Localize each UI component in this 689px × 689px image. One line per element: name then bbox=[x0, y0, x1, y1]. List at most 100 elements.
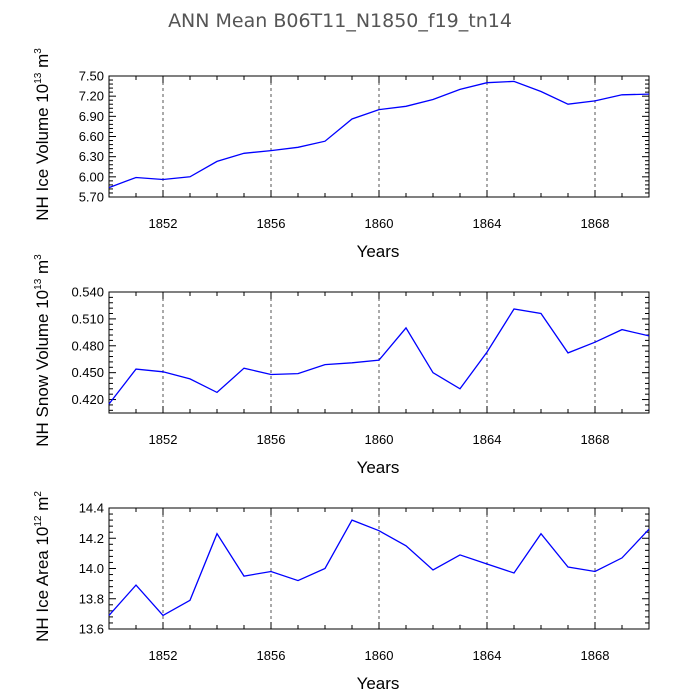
data-point bbox=[108, 614, 110, 616]
data-point bbox=[135, 584, 137, 586]
data-point bbox=[189, 176, 191, 178]
data-point bbox=[189, 599, 191, 601]
data-point bbox=[540, 312, 542, 314]
data-point bbox=[351, 519, 353, 521]
x-tick-label: 1860 bbox=[365, 432, 394, 447]
data-point bbox=[594, 341, 596, 343]
x-tick-label: 1864 bbox=[473, 216, 502, 231]
data-point bbox=[135, 368, 137, 370]
data-point bbox=[243, 152, 245, 154]
x-tick-label: 1856 bbox=[257, 216, 286, 231]
data-point bbox=[594, 100, 596, 102]
y-tick-label: 0.450 bbox=[71, 365, 104, 380]
data-point bbox=[162, 178, 164, 180]
y-axis-title-part: NH Ice Area 10 bbox=[33, 527, 52, 642]
x-tick-label: 1868 bbox=[581, 432, 610, 447]
y-tick-label: 0.480 bbox=[71, 338, 104, 353]
data-point bbox=[378, 108, 380, 110]
figure-title: ANN Mean B06T11_N1850_f19_tn14 bbox=[168, 10, 512, 32]
data-point bbox=[621, 94, 623, 96]
y-tick-label: 14.0 bbox=[79, 561, 104, 576]
data-point bbox=[189, 378, 191, 380]
y-axis-title-superscript: 13 bbox=[33, 72, 44, 84]
y-tick-label: 14.2 bbox=[79, 531, 104, 546]
data-point bbox=[540, 533, 542, 535]
data-point bbox=[432, 371, 434, 373]
data-point bbox=[297, 146, 299, 148]
data-point bbox=[351, 362, 353, 364]
y-axis-title: NH Ice Area 1012 m2 bbox=[33, 491, 52, 642]
data-point bbox=[378, 359, 380, 361]
data-point bbox=[270, 373, 272, 375]
x-tick-label: 1860 bbox=[365, 648, 394, 663]
y-tick-label: 5.70 bbox=[79, 190, 104, 205]
data-point bbox=[432, 569, 434, 571]
x-tick-label: 1856 bbox=[257, 432, 286, 447]
x-tick-label: 1860 bbox=[365, 216, 394, 231]
x-tick-label: 1864 bbox=[473, 432, 502, 447]
data-point bbox=[567, 103, 569, 105]
data-point bbox=[108, 186, 110, 188]
panel-2: 1852 1856 1860 1864 1868 0.420 0.450 0.480 0.510… bbox=[33, 254, 650, 477]
data-point bbox=[216, 533, 218, 535]
data-point bbox=[162, 614, 164, 616]
y-axis-title-superscript: 3 bbox=[33, 48, 44, 54]
series-line bbox=[108, 80, 650, 189]
x-tick-label: 1852 bbox=[149, 216, 178, 231]
y-tick-label: 6.00 bbox=[79, 169, 104, 184]
series-line bbox=[108, 308, 650, 405]
y-axis-title-superscript: 3 bbox=[33, 254, 44, 260]
x-axis-title: Years bbox=[357, 458, 400, 477]
data-point bbox=[351, 118, 353, 120]
plots: 1852 1856 1860 1864 1868 5.70 6.00 6.30 6.60 6.90… bbox=[33, 48, 650, 689]
y-axis-title-part: m bbox=[33, 497, 52, 516]
data-point bbox=[648, 528, 650, 530]
data-point bbox=[459, 88, 461, 90]
y-tick-label: 6.60 bbox=[79, 129, 104, 144]
data-point bbox=[486, 351, 488, 353]
y-axis-title-superscript: 2 bbox=[33, 491, 44, 497]
data-point bbox=[567, 566, 569, 568]
data-point bbox=[216, 160, 218, 162]
y-axis-title: NH Snow Volume 1013 m3 bbox=[33, 254, 52, 447]
x-tick-label: 1864 bbox=[473, 648, 502, 663]
y-axis-title-part: NH Ice Volume 10 bbox=[33, 84, 52, 221]
data-point bbox=[486, 563, 488, 565]
series-line bbox=[108, 519, 650, 617]
y-axis-title-superscript: 12 bbox=[33, 515, 44, 527]
data-point bbox=[405, 545, 407, 547]
data-point bbox=[108, 403, 110, 405]
y-tick-label: 7.20 bbox=[79, 89, 104, 104]
x-tick-label: 1852 bbox=[149, 648, 178, 663]
data-point bbox=[432, 98, 434, 100]
y-axis-title: NH Ice Volume 1013 m3 bbox=[33, 48, 52, 221]
data-point bbox=[243, 575, 245, 577]
data-point bbox=[648, 93, 650, 95]
panel-1: 1852 1856 1860 1864 1868 5.70 6.00 6.30 6.60 6.90… bbox=[33, 48, 650, 261]
data-point bbox=[486, 82, 488, 84]
x-axis-title: Years bbox=[357, 242, 400, 261]
y-tick-label: 6.30 bbox=[79, 149, 104, 164]
y-tick-label: 0.510 bbox=[71, 311, 104, 326]
data-point bbox=[270, 149, 272, 151]
x-tick-label: 1868 bbox=[581, 216, 610, 231]
data-point bbox=[594, 570, 596, 572]
y-tick-label: 6.90 bbox=[79, 109, 104, 124]
data-point bbox=[297, 579, 299, 581]
data-point bbox=[405, 327, 407, 329]
data-point bbox=[297, 372, 299, 374]
y-axis-title-part: NH Snow Volume 10 bbox=[33, 290, 52, 447]
data-point bbox=[648, 335, 650, 337]
data-point bbox=[513, 308, 515, 310]
data-point bbox=[621, 557, 623, 559]
data-point bbox=[270, 570, 272, 572]
data-point bbox=[324, 363, 326, 365]
data-point bbox=[621, 328, 623, 330]
data-point bbox=[513, 80, 515, 82]
y-axis-title-superscript: 13 bbox=[33, 278, 44, 290]
data-point bbox=[324, 567, 326, 569]
x-tick-label: 1852 bbox=[149, 432, 178, 447]
data-point bbox=[135, 176, 137, 178]
data-point bbox=[216, 391, 218, 393]
